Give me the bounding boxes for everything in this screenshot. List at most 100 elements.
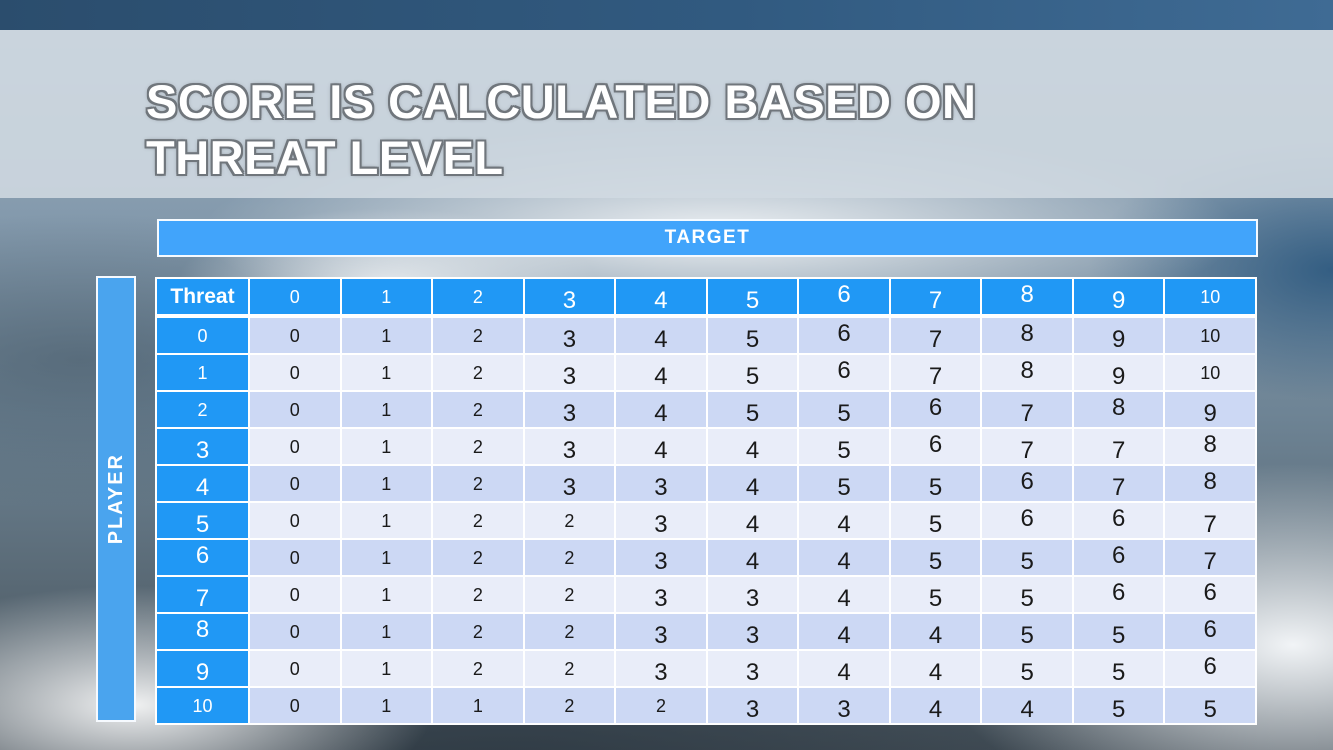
column-header-cell: 2 — [433, 279, 523, 316]
score-cell: 10 — [1165, 355, 1255, 390]
score-cell: 3 — [616, 466, 706, 501]
score-cell: 5 — [1073, 688, 1164, 723]
column-header-cell: 7 — [890, 279, 981, 316]
score-cell: 0 — [250, 688, 340, 723]
score-cell: 4 — [707, 540, 798, 575]
slide-title: SCORE IS CALCULATED BASED ON THREAT LEVE… — [146, 74, 1246, 186]
score-cell: 3 — [616, 503, 706, 538]
score-cell: 8 — [1165, 429, 1255, 464]
target-axis-label: TARGET — [664, 227, 751, 248]
column-header-cell: 1 — [341, 279, 432, 316]
score-cell: 5 — [1073, 651, 1164, 686]
top-sky-strip — [0, 0, 1333, 30]
score-cell: 2 — [433, 614, 523, 649]
score-cell: 1 — [341, 429, 432, 464]
score-cell: 8 — [1073, 392, 1164, 427]
score-cell: 9 — [1073, 355, 1164, 390]
score-cell: 1 — [341, 318, 432, 353]
score-cell: 7 — [1165, 540, 1255, 575]
score-cell: 2 — [433, 466, 523, 501]
score-cell: 0 — [250, 318, 340, 353]
score-cell: 2 — [524, 688, 615, 723]
column-header-cell: 8 — [982, 279, 1072, 316]
score-cell: 3 — [707, 688, 798, 723]
score-cell: 4 — [707, 503, 798, 538]
score-cell: 2 — [524, 503, 615, 538]
score-cell: 0 — [250, 577, 340, 612]
corner-header-cell: Threat — [157, 279, 248, 316]
score-cell: 0 — [250, 466, 340, 501]
score-cell: 5 — [890, 466, 981, 501]
score-cell: 5 — [707, 355, 798, 390]
column-header-cell: 10 — [1165, 279, 1255, 316]
score-cell: 5 — [982, 651, 1072, 686]
score-cell: 5 — [982, 614, 1072, 649]
row-label-cell: 10 — [157, 688, 248, 723]
score-cell: 6 — [799, 355, 889, 390]
score-cell: 2 — [433, 503, 523, 538]
row-label-cell: 5 — [157, 503, 248, 538]
score-cell: 4 — [982, 688, 1072, 723]
score-cell: 1 — [341, 503, 432, 538]
score-cell: 2 — [433, 318, 523, 353]
column-header-cell: 0 — [250, 279, 340, 316]
score-cell: 0 — [250, 651, 340, 686]
column-header-cell: 4 — [616, 279, 706, 316]
title-band: SCORE IS CALCULATED BASED ON THREAT LEVE… — [0, 30, 1333, 198]
score-cell: 9 — [1165, 392, 1255, 427]
score-cell: 4 — [616, 318, 706, 353]
row-label-cell: 2 — [157, 392, 248, 427]
score-cell: 6 — [890, 429, 981, 464]
score-cell: 0 — [250, 503, 340, 538]
score-table: Threat 0 1 2 3 4 5 6 7 8 9 10 0 0 1 2 3 4 5 6 7 8 9 10 1 0 1 2 3 4 5 6 7… — [155, 277, 1257, 725]
score-cell: 3 — [707, 651, 798, 686]
score-cell: 4 — [890, 688, 981, 723]
score-cell: 0 — [250, 392, 340, 427]
score-cell: 3 — [616, 540, 706, 575]
score-cell: 4 — [616, 429, 706, 464]
row-label-cell: 0 — [157, 318, 248, 353]
score-cell: 4 — [616, 355, 706, 390]
column-header-cell: 3 — [524, 279, 615, 316]
score-cell: 3 — [524, 466, 615, 501]
score-cell: 3 — [799, 688, 889, 723]
score-cell: 5 — [982, 577, 1072, 612]
slide-title-line2: THREAT LEVEL — [146, 131, 504, 184]
score-cell: 2 — [433, 651, 523, 686]
player-axis-bar: PLAYER — [96, 276, 136, 722]
score-cell: 4 — [799, 614, 889, 649]
score-cell: 5 — [890, 503, 981, 538]
column-header-cell: 6 — [799, 279, 889, 316]
score-cell: 2 — [433, 429, 523, 464]
score-cell: 10 — [1165, 318, 1255, 353]
score-cell: 3 — [616, 577, 706, 612]
row-label-cell: 4 — [157, 466, 248, 501]
row-label-cell: 1 — [157, 355, 248, 390]
score-cell: 6 — [982, 466, 1072, 501]
score-cell: 7 — [1073, 429, 1164, 464]
score-cell: 2 — [616, 688, 706, 723]
target-axis-bar: TARGET — [157, 219, 1258, 257]
score-cell: 1 — [433, 688, 523, 723]
score-cell: 5 — [799, 466, 889, 501]
row-label-cell: 6 — [157, 540, 248, 575]
score-cell: 6 — [1073, 540, 1164, 575]
row-label-cell: 3 — [157, 429, 248, 464]
row-label-cell: 7 — [157, 577, 248, 612]
score-cell: 2 — [433, 577, 523, 612]
score-cell: 4 — [799, 540, 889, 575]
score-cell: 1 — [341, 392, 432, 427]
player-axis-label: PLAYER — [104, 453, 127, 545]
column-header-cell: 9 — [1073, 279, 1164, 316]
score-cell: 2 — [524, 577, 615, 612]
score-cell: 7 — [982, 429, 1072, 464]
column-header-cell: 5 — [707, 279, 798, 316]
row-label-cell: 9 — [157, 651, 248, 686]
score-cell: 6 — [1165, 614, 1255, 649]
score-cell: 5 — [1165, 688, 1255, 723]
score-cell: 2 — [524, 614, 615, 649]
score-cell: 7 — [1073, 466, 1164, 501]
score-cell: 1 — [341, 355, 432, 390]
score-cell: 6 — [799, 318, 889, 353]
score-cell: 5 — [1073, 614, 1164, 649]
